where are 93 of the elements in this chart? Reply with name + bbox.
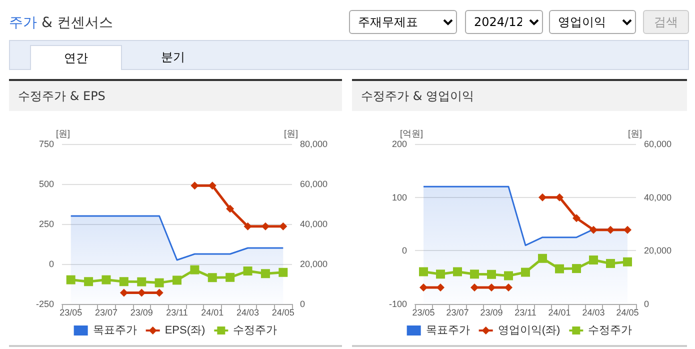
point	[538, 193, 546, 202]
text: 검색	[643, 10, 689, 34]
y-tick-label: 0	[402, 246, 407, 256]
point	[419, 267, 428, 276]
x-tick-label: 23/07	[446, 308, 469, 318]
point	[244, 222, 252, 230]
point	[278, 268, 288, 277]
point	[436, 283, 444, 292]
x-tick-label: 24/03	[236, 308, 260, 318]
text: 연간	[30, 45, 122, 70]
y-tick-label: 100	[392, 192, 407, 202]
point	[572, 214, 580, 222]
y-axis-title: [원]	[56, 128, 70, 138]
y2-tick-label: 40,000	[300, 219, 328, 229]
x-tick-label: 23/11	[166, 308, 188, 318]
x-tick-label: 24/01	[548, 308, 571, 318]
x-tick-label: 23/11	[514, 308, 536, 318]
text: 영업이익	[549, 10, 636, 34]
point	[624, 226, 632, 234]
x-tick-label: 23/09	[130, 308, 153, 318]
y-tick-label: 750	[38, 139, 54, 149]
point	[420, 283, 428, 292]
x-tick-label: 23/09	[480, 308, 503, 318]
y-tick-label: 0	[48, 259, 54, 269]
chart-title: 수정주가 & EPS	[9, 81, 342, 111]
y2-tick-label: 20,000	[644, 246, 672, 256]
x-tick-label: 24/05	[616, 308, 639, 318]
y-tick-label: -100	[388, 299, 407, 309]
y-axis-title: [억원]	[400, 128, 423, 138]
point	[208, 273, 217, 282]
legend-label: 목표주가	[426, 324, 470, 336]
point	[623, 257, 632, 266]
point	[279, 222, 288, 230]
text: 주재무제표	[349, 10, 457, 34]
y2-axis-title: [원]	[628, 128, 642, 138]
point	[154, 278, 164, 288]
y2-tick-label: 20,000	[300, 259, 328, 269]
point	[606, 226, 614, 234]
legend-label: 목표주가	[92, 324, 137, 336]
y2-tick-label: 80,000	[300, 139, 328, 149]
x-tick-label: 23/05	[412, 308, 435, 318]
chart-title: 수정주가 & 영업이익	[352, 81, 687, 111]
y2-axis-title: [원]	[284, 128, 298, 138]
point	[190, 182, 199, 190]
point	[137, 277, 146, 286]
y-tick-label: 200	[392, 139, 407, 149]
point	[226, 272, 235, 282]
point	[590, 226, 598, 234]
point	[260, 269, 270, 278]
point	[470, 283, 478, 292]
point	[436, 270, 445, 279]
point	[504, 271, 513, 280]
y2-tick-label: 0	[644, 299, 650, 309]
y-tick-label: 250	[38, 219, 54, 229]
point	[208, 182, 216, 190]
legend-label: 영업이익(좌)	[498, 324, 560, 336]
y2-tick-label: 40,000	[644, 192, 672, 202]
point	[556, 193, 564, 202]
x-tick-label: 24/01	[201, 308, 224, 318]
text: 주가 & 컨센서스	[9, 14, 113, 32]
point	[487, 270, 496, 279]
text: 분기	[160, 49, 186, 66]
point	[589, 256, 598, 264]
legend-label: EPS(좌)	[164, 324, 206, 336]
point	[470, 270, 479, 279]
x-tick-label: 24/05	[272, 308, 294, 318]
point	[243, 266, 252, 276]
x-tick-label: 23/07	[94, 308, 118, 318]
y2-tick-label: 0	[300, 299, 306, 309]
x-tick-label: 23/05	[60, 308, 82, 318]
point	[226, 204, 234, 213]
point	[504, 283, 512, 292]
legend-label: 수정주가	[233, 324, 278, 336]
legend-label: 수정주가	[588, 324, 632, 336]
y2-tick-label: 60,000	[644, 139, 672, 149]
point	[521, 268, 530, 277]
y-tick-label: -250	[36, 299, 54, 309]
point	[453, 267, 462, 276]
point	[120, 288, 128, 297]
point	[538, 254, 547, 263]
point	[488, 283, 496, 292]
point	[84, 277, 94, 286]
y-tick-label: 500	[38, 179, 54, 189]
point	[572, 264, 581, 274]
point	[606, 258, 615, 268]
y2-tick-label: 60,000	[300, 179, 328, 189]
point	[190, 265, 200, 274]
point	[555, 264, 564, 274]
point	[119, 277, 128, 286]
point	[102, 275, 111, 284]
point	[66, 275, 76, 284]
x-tick-label: 24/03	[582, 308, 605, 318]
point	[172, 276, 182, 285]
